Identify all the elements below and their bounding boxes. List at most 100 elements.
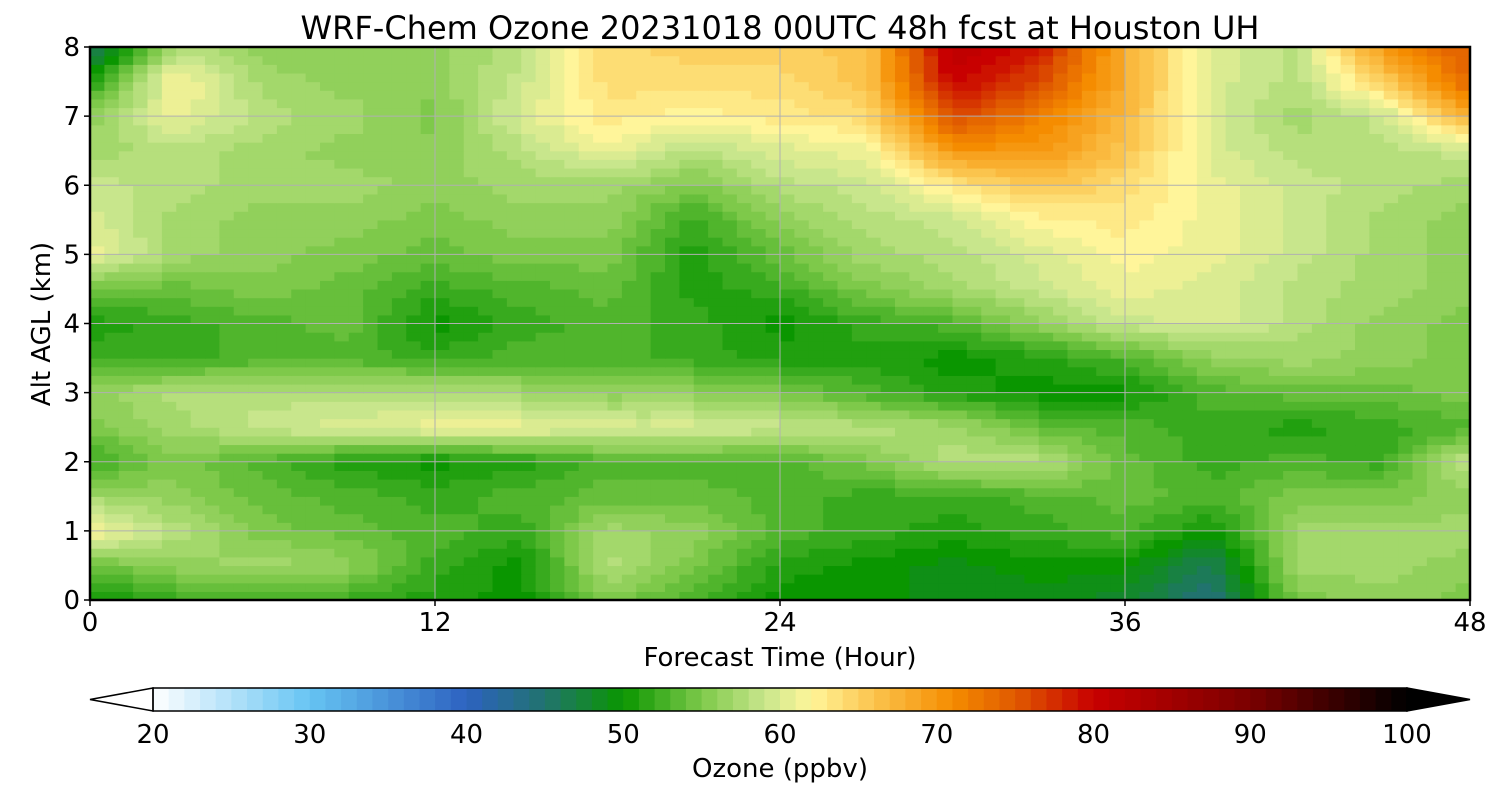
contour-cell (305, 487, 321, 497)
contour-cell (1254, 461, 1270, 471)
contour-cell (650, 271, 666, 281)
contour-cell (1268, 332, 1284, 342)
contour-cell (1168, 297, 1184, 307)
contour-cell (1081, 392, 1097, 402)
contour-cell (420, 418, 436, 428)
contour-cell (1254, 453, 1270, 463)
contour-cell (1110, 228, 1126, 238)
contour-cell (751, 340, 767, 351)
contour-cell (866, 556, 882, 567)
contour-cell (176, 522, 192, 532)
contour-cell (305, 565, 321, 575)
contour-cell (564, 280, 580, 290)
contour-cell (1067, 383, 1083, 394)
contour-cell (938, 219, 954, 230)
contour-cell (1053, 409, 1069, 420)
contour-cell (736, 323, 752, 333)
contour-cell (722, 323, 738, 333)
contour-cell (320, 150, 335, 160)
contour-cell (449, 237, 465, 247)
contour-cell (276, 375, 292, 385)
contour-cell (320, 530, 335, 541)
contour-cell (593, 358, 609, 368)
contour-cell (334, 522, 350, 532)
contour-cell (176, 306, 192, 316)
contour-cell (118, 185, 134, 195)
contour-cell (895, 306, 910, 316)
contour-cell (435, 193, 450, 204)
contour-cell (1053, 435, 1069, 446)
contour-cell (1010, 530, 1025, 541)
contour-cell (665, 202, 680, 212)
contour-cell (693, 271, 709, 281)
contour-cell (1326, 340, 1342, 351)
contour-cell (981, 306, 997, 316)
contour-cell (1398, 263, 1414, 273)
contour-cell (104, 453, 120, 463)
contour-cell (909, 375, 925, 385)
contour-cell (1426, 548, 1442, 558)
contour-cell (938, 150, 954, 160)
contour-cell (391, 271, 407, 281)
contour-cell (1426, 349, 1442, 359)
contour-cell (736, 254, 752, 264)
contour-cell (219, 453, 235, 463)
contour-cell (837, 435, 853, 446)
contour-cell (880, 176, 896, 186)
contour-cell (880, 254, 896, 264)
contour-cell (1182, 496, 1198, 506)
contour-cell (866, 522, 882, 532)
contour-cell (736, 409, 752, 420)
contour-cell (722, 461, 738, 471)
contour-cell (463, 392, 479, 402)
contour-cell (1010, 392, 1025, 402)
contour-cell (248, 375, 264, 385)
contour-cell (895, 461, 910, 471)
contour-cell (1297, 504, 1313, 515)
contour-cell (1053, 418, 1069, 428)
contour-cell (981, 479, 997, 489)
contour-cell (406, 167, 422, 178)
contour-cell (1369, 323, 1385, 333)
contour-cell (478, 496, 494, 506)
contour-cell (449, 409, 465, 420)
contour-cell (1355, 487, 1370, 497)
contour-cell (320, 582, 335, 592)
contour-cell (593, 496, 609, 506)
contour-cell (1196, 591, 1212, 601)
contour-cell (1110, 358, 1126, 368)
contour-cell (377, 349, 393, 359)
contour-cell (1182, 211, 1198, 221)
contour-cell (1441, 323, 1457, 333)
contour-cell (1038, 340, 1054, 351)
contour-cell (233, 323, 249, 333)
contour-cell (808, 574, 824, 584)
contour-cell (736, 461, 752, 471)
contour-cell (693, 574, 709, 584)
contour-cell (1211, 358, 1227, 368)
contour-cell (1311, 418, 1327, 428)
contour-cell (593, 461, 609, 471)
contour-cell (708, 245, 724, 255)
contour-cell (161, 435, 177, 446)
contour-cell (276, 548, 292, 558)
contour-cell (248, 211, 264, 221)
contour-cell (923, 392, 939, 402)
contour-cell (765, 487, 781, 497)
contour-cell (104, 427, 120, 437)
contour-cell (420, 556, 436, 567)
contour-cell (377, 401, 393, 411)
contour-cell (219, 332, 235, 342)
contour-cell (391, 193, 407, 204)
contour-cell (363, 332, 379, 342)
contour-cell (1139, 185, 1155, 195)
contour-cell (952, 150, 968, 160)
contour-cell (722, 539, 738, 549)
contour-cell (1398, 202, 1414, 212)
contour-cell (895, 530, 910, 541)
contour-cell (506, 159, 522, 169)
contour-cell (966, 504, 982, 515)
contour-cell (751, 176, 767, 186)
contour-cell (981, 427, 997, 437)
contour-cell (981, 383, 997, 394)
